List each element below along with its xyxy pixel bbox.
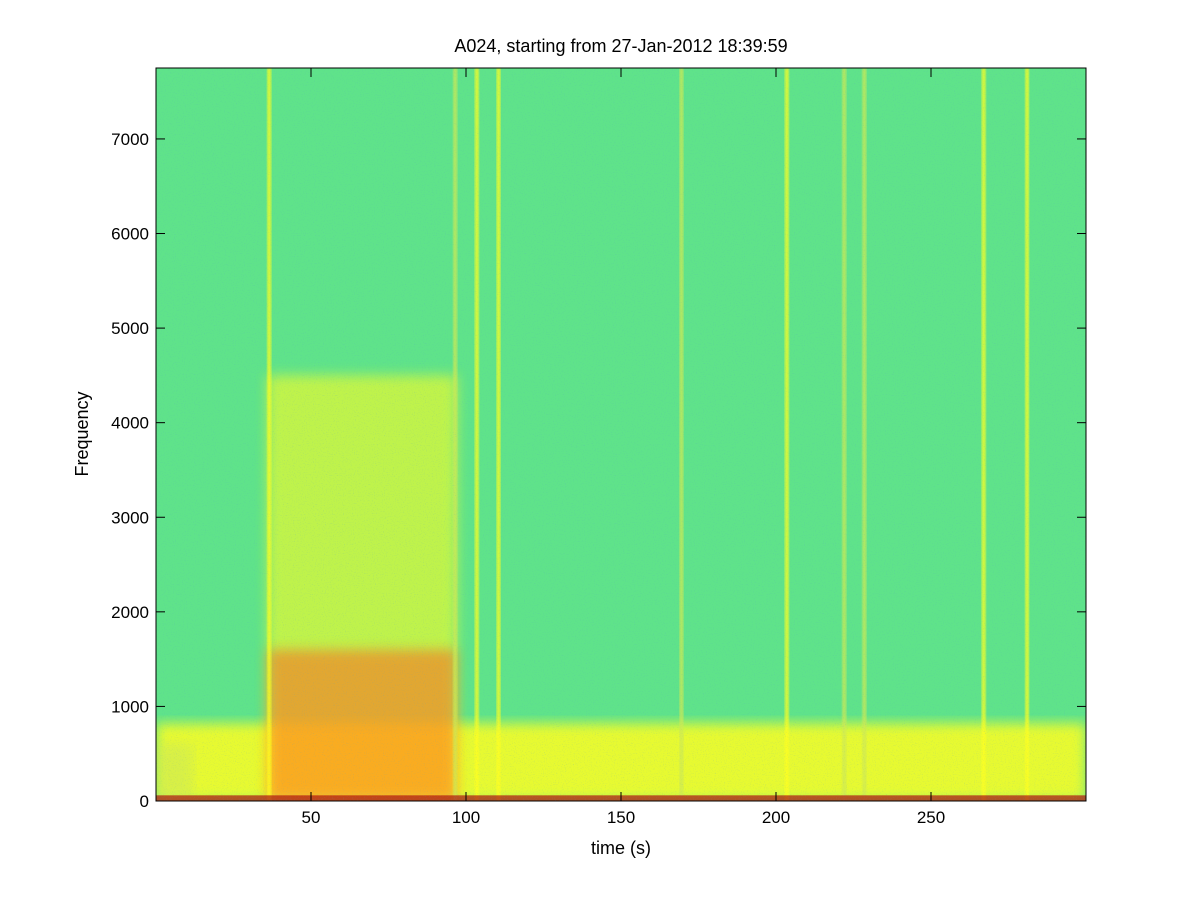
x-axis-ticks: 50 100 150 200 250 [302, 68, 945, 827]
x-tick-label: 250 [917, 808, 945, 827]
chart-title: A024, starting from 27-Jan-2012 18:39:59 [454, 36, 787, 56]
heatmap-plot-area [156, 68, 1086, 801]
y-tick-label: 1000 [111, 697, 149, 716]
x-tick-label: 200 [762, 808, 790, 827]
y-tick-label: 5000 [111, 319, 149, 338]
y-axis-ticks: 0 1000 2000 3000 4000 5000 6000 7000 [111, 130, 1086, 811]
x-axis-label: time (s) [591, 838, 651, 858]
y-axis-label: Frequency [72, 391, 92, 476]
y-tick-label: 6000 [111, 225, 149, 244]
x-tick-label: 50 [302, 808, 321, 827]
y-tick-label: 3000 [111, 508, 149, 527]
x-tick-label: 150 [607, 808, 635, 827]
y-tick-label: 4000 [111, 414, 149, 433]
heatmap-noise-texture [156, 68, 1086, 801]
y-tick-label: 7000 [111, 130, 149, 149]
y-tick-label: 0 [140, 792, 149, 811]
x-tick-label: 100 [452, 808, 480, 827]
y-tick-label: 2000 [111, 603, 149, 622]
